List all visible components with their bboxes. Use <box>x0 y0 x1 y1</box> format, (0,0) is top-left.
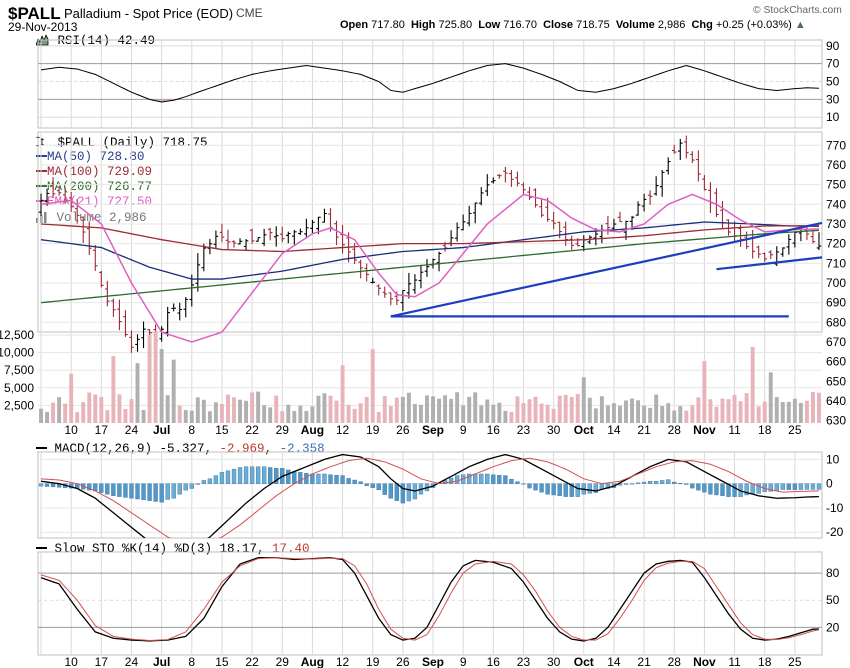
svg-text:26: 26 <box>396 423 410 437</box>
svg-text:710: 710 <box>826 256 846 270</box>
svg-text:10: 10 <box>64 655 78 668</box>
svg-text:730: 730 <box>826 217 846 231</box>
svg-text:23: 23 <box>517 655 531 668</box>
svg-text:690: 690 <box>826 296 846 310</box>
svg-text:22: 22 <box>245 423 259 437</box>
svg-text:30: 30 <box>547 655 561 668</box>
svg-text:Sep: Sep <box>422 655 444 668</box>
svg-text:640: 640 <box>826 394 846 408</box>
svg-text:23: 23 <box>517 423 531 437</box>
svg-text:7,500: 7,500 <box>4 363 34 377</box>
svg-text:680: 680 <box>826 315 846 329</box>
svg-text:25: 25 <box>788 423 802 437</box>
svg-text:-20: -20 <box>826 525 844 539</box>
svg-text:Nov: Nov <box>693 655 716 668</box>
svg-text:22: 22 <box>245 655 259 668</box>
svg-text:15: 15 <box>215 423 229 437</box>
svg-text:750: 750 <box>826 178 846 192</box>
svg-text:12: 12 <box>336 655 350 668</box>
svg-text:30: 30 <box>826 92 840 106</box>
svg-text:9: 9 <box>460 423 467 437</box>
svg-text:770: 770 <box>826 138 846 152</box>
svg-text:Jul: Jul <box>153 655 170 668</box>
svg-text:16: 16 <box>487 655 501 668</box>
svg-text:5,000: 5,000 <box>4 381 34 395</box>
svg-text:21: 21 <box>637 423 651 437</box>
svg-text:Oct: Oct <box>574 655 594 668</box>
svg-text:90: 90 <box>826 39 840 53</box>
svg-text:70: 70 <box>826 57 840 71</box>
svg-text:Aug: Aug <box>301 655 324 668</box>
svg-text:630: 630 <box>826 414 846 428</box>
svg-text:11: 11 <box>728 423 741 437</box>
svg-text:16: 16 <box>487 423 501 437</box>
svg-text:30: 30 <box>547 423 561 437</box>
svg-text:Nov: Nov <box>693 423 716 437</box>
svg-text:Aug: Aug <box>301 423 324 437</box>
svg-text:0: 0 <box>826 477 833 491</box>
svg-text:50: 50 <box>826 593 840 607</box>
svg-text:18: 18 <box>758 655 772 668</box>
svg-text:19: 19 <box>366 655 380 668</box>
svg-text:18: 18 <box>758 423 772 437</box>
svg-text:15: 15 <box>215 655 229 668</box>
svg-text:14: 14 <box>607 423 621 437</box>
svg-text:12,500: 12,500 <box>0 328 34 342</box>
svg-text:21: 21 <box>637 655 651 668</box>
svg-text:650: 650 <box>826 374 846 388</box>
svg-text:25: 25 <box>788 655 802 668</box>
svg-text:28: 28 <box>668 655 682 668</box>
svg-text:14: 14 <box>607 655 621 668</box>
svg-text:8: 8 <box>188 655 195 668</box>
svg-text:8: 8 <box>188 423 195 437</box>
svg-text:19: 19 <box>366 423 380 437</box>
svg-text:17: 17 <box>95 423 109 437</box>
svg-text:12: 12 <box>336 423 350 437</box>
svg-text:80: 80 <box>826 566 840 580</box>
svg-text:Oct: Oct <box>574 423 594 437</box>
svg-text:26: 26 <box>396 655 410 668</box>
svg-text:740: 740 <box>826 197 846 211</box>
svg-text:760: 760 <box>826 158 846 172</box>
svg-text:-10: -10 <box>826 501 844 515</box>
svg-text:10,000: 10,000 <box>0 346 34 360</box>
svg-text:10: 10 <box>826 452 840 466</box>
svg-text:11: 11 <box>728 655 741 668</box>
svg-text:700: 700 <box>826 276 846 290</box>
svg-text:20: 20 <box>826 620 840 634</box>
svg-text:17: 17 <box>95 655 109 668</box>
svg-text:670: 670 <box>826 335 846 349</box>
svg-text:24: 24 <box>125 655 139 668</box>
svg-text:Jul: Jul <box>153 423 170 437</box>
svg-text:29: 29 <box>276 423 290 437</box>
svg-text:9: 9 <box>460 655 467 668</box>
svg-text:2,500: 2,500 <box>4 398 34 412</box>
svg-text:720: 720 <box>826 237 846 251</box>
svg-text:10: 10 <box>826 110 840 124</box>
svg-text:Sep: Sep <box>422 423 444 437</box>
svg-text:50: 50 <box>826 75 840 89</box>
svg-text:660: 660 <box>826 355 846 369</box>
svg-text:28: 28 <box>668 423 682 437</box>
svg-text:24: 24 <box>125 423 139 437</box>
svg-text:10: 10 <box>64 423 78 437</box>
svg-text:29: 29 <box>276 655 290 668</box>
